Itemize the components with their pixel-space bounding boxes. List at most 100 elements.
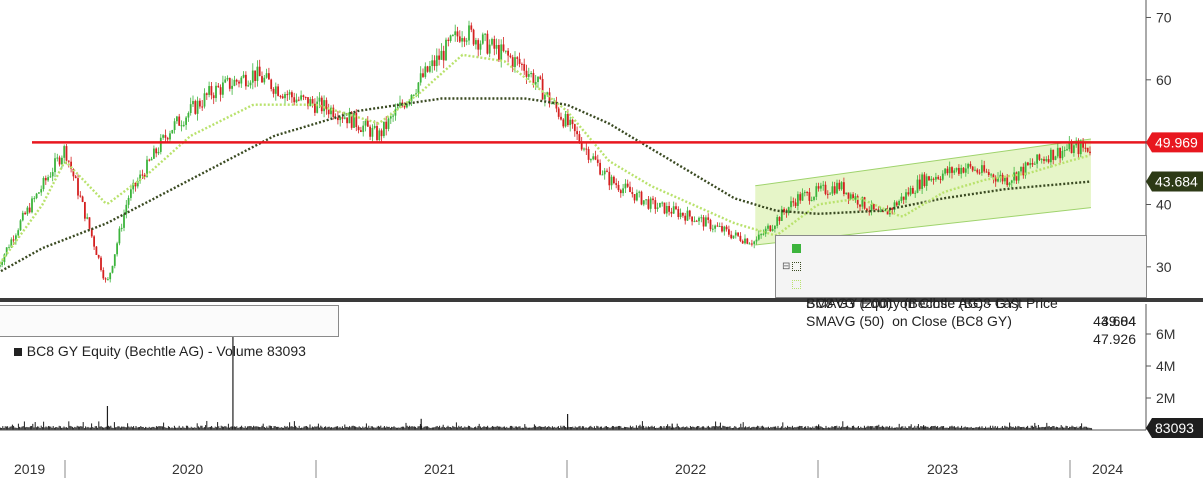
volume-bar: [35, 427, 37, 430]
volume-bar: [115, 427, 117, 430]
volume-bar: [989, 425, 991, 430]
legend-name: SMAVG (200) on Close (BC8 GY): [806, 295, 1020, 311]
volume-bar: [988, 427, 990, 430]
candle-up: [481, 34, 484, 44]
candle-up: [569, 119, 572, 126]
candle-up: [231, 85, 233, 89]
candle-down: [325, 100, 328, 110]
volume-bar: [325, 426, 327, 430]
candle-down: [886, 209, 889, 215]
volume-bar: [442, 424, 444, 430]
candle-up: [711, 228, 714, 230]
volume-bar: [928, 428, 930, 430]
volume-bar: [683, 427, 685, 430]
volume-bar: [801, 425, 803, 430]
volume-bar: [490, 427, 492, 430]
volume-bar: [987, 427, 989, 430]
candle-down: [882, 211, 884, 213]
volume-bar: [575, 427, 577, 430]
volume-bar: [747, 427, 749, 430]
candle-down: [472, 29, 475, 45]
volume-bar: [412, 426, 414, 430]
candle-up: [822, 184, 825, 186]
volume-bar: [278, 426, 280, 430]
candle-up: [222, 82, 224, 95]
volume-bar: [3, 427, 5, 430]
volume-bar: [926, 426, 928, 430]
volume-bar: [753, 426, 755, 430]
volume-bar: [855, 427, 857, 430]
candle-up: [500, 44, 503, 60]
candle-down: [155, 148, 158, 154]
volume-bar: [908, 426, 910, 430]
volume-bar: [563, 425, 565, 430]
volume-bar: [347, 427, 349, 430]
candle-down: [442, 50, 445, 61]
volume-bar: [1028, 427, 1030, 430]
volume-bar: [370, 426, 372, 430]
candle-down: [1086, 147, 1089, 152]
candle-down: [928, 176, 930, 181]
volume-bar: [469, 426, 471, 430]
volume-bar: [619, 425, 621, 430]
volume-bar: [599, 426, 601, 430]
candle-down: [730, 234, 733, 239]
candle-down: [279, 95, 282, 97]
candle-up: [109, 272, 112, 280]
volume-bar: [917, 424, 919, 430]
volume-bar: [501, 427, 503, 430]
candle-up: [893, 202, 896, 210]
volume-bar: [167, 426, 169, 430]
volume-bar: [627, 427, 629, 430]
candle-down: [438, 55, 440, 60]
candle-up: [944, 168, 946, 174]
volume-bar: [95, 426, 97, 430]
volume-bar: [236, 426, 238, 430]
volume-bar: [231, 426, 233, 430]
candle-up: [8, 247, 10, 249]
volume-bar: [53, 427, 55, 430]
volume-bar: [1029, 427, 1031, 430]
volume-bar: [824, 428, 826, 430]
candle-up: [127, 197, 130, 205]
candle-up: [38, 192, 40, 194]
candle-up: [56, 157, 59, 159]
volume-bar: [1006, 426, 1008, 430]
volume-bar: [641, 421, 643, 430]
expand-icon[interactable]: ⊟: [782, 261, 791, 272]
volume-bar: [543, 426, 545, 430]
volume-bar: [191, 427, 193, 430]
volume-bar: [165, 427, 167, 430]
volume-bar: [38, 426, 40, 430]
candle-up: [1075, 142, 1078, 146]
candle-down: [238, 81, 240, 84]
candle-up: [935, 176, 937, 180]
volume-bar: [117, 426, 119, 430]
volume-bar: [427, 426, 429, 430]
volume-bar: [59, 426, 61, 430]
candle-up: [465, 40, 468, 42]
volume-bar: [837, 427, 839, 430]
volume-bar: [94, 426, 96, 430]
candle-down: [380, 130, 383, 137]
candle-up: [797, 194, 799, 206]
candle-up: [527, 74, 530, 77]
volume-bar: [974, 427, 976, 430]
candle-down: [608, 171, 611, 186]
candle-down: [502, 44, 505, 51]
volume-bar: [831, 426, 833, 430]
volume-bar: [317, 423, 319, 430]
volume-bar: [992, 425, 994, 430]
volume-bar: [650, 426, 652, 430]
candle-up: [284, 94, 286, 99]
volume-bar: [259, 427, 261, 430]
volume-bar: [239, 426, 241, 430]
candle-down: [261, 76, 263, 83]
candle-down: [341, 117, 344, 119]
volume-bar: [592, 427, 594, 430]
volume-bar: [67, 427, 69, 430]
volume-bar: [130, 426, 132, 430]
volume-bar: [356, 427, 358, 430]
candle-up: [854, 196, 857, 200]
volume-bar: [872, 426, 874, 430]
